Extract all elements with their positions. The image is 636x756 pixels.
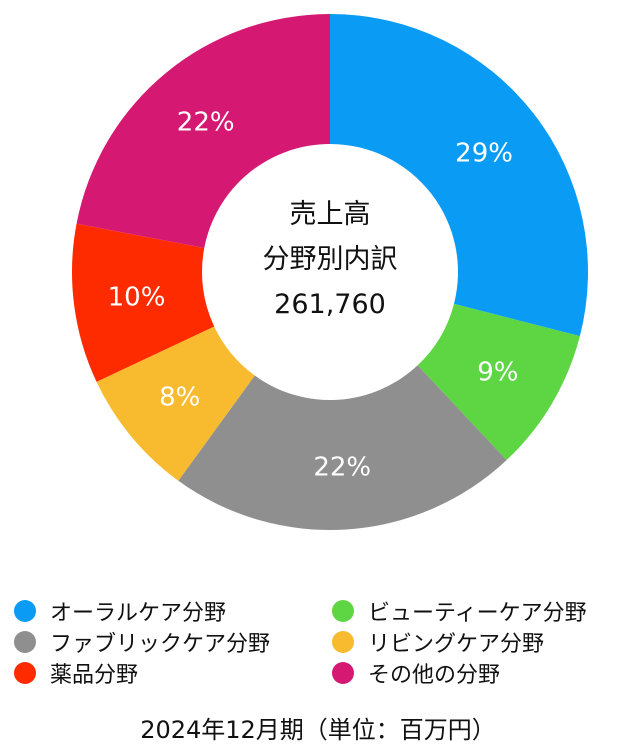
donut-chart: 29% 9% 22% 8% 10% 22% 売上高 分野別内訳 261,760 [72, 14, 588, 530]
slice-5 [76, 14, 331, 249]
slice-label-4: 10% [108, 282, 166, 312]
chart-slices [72, 14, 588, 530]
slice-label-5: 22% [177, 108, 235, 138]
slice-0 [330, 14, 588, 337]
chart-value-labels: 29% 9% 22% 8% 10% 22% [108, 108, 519, 483]
legend-label: ビューティーケア分野 [368, 601, 587, 626]
slice-2 [178, 365, 507, 530]
legend-item-living-care: リビングケア分野 [332, 627, 544, 657]
slice-label-0: 29% [455, 138, 513, 168]
legend-item-pharmaceuticals: 薬品分野 [14, 658, 138, 688]
legend-label: その他の分野 [368, 663, 501, 688]
legend-label: リビングケア分野 [368, 632, 545, 657]
legend-dot [14, 662, 36, 684]
chart-footnote: 2024年12月期（単位：百万円） [140, 716, 496, 744]
legend-label: 薬品分野 [50, 663, 139, 688]
center-line-2: 分野別内訳 [263, 244, 398, 275]
legend-item-others: その他の分野 [332, 658, 500, 688]
legend-label: オーラルケア分野 [50, 601, 227, 626]
legend-dot [14, 631, 36, 653]
slice-label-1: 9% [477, 357, 518, 387]
legend-item-oral-care: オーラルケア分野 [14, 596, 226, 626]
legend-label: ファブリックケア分野 [50, 632, 271, 657]
slice-4 [72, 223, 215, 382]
center-line-3: 261,760 [274, 289, 386, 320]
legend-item-beauty-care: ビューティーケア分野 [332, 596, 587, 626]
legend-dot [332, 631, 354, 653]
slice-1 [417, 303, 580, 461]
legend-item-fabric-care: ファブリックケア分野 [14, 627, 270, 657]
legend-dot [14, 600, 36, 622]
legend-dot [332, 600, 354, 622]
center-line-1: 売上高 [290, 199, 371, 230]
slice-3 [96, 326, 255, 481]
slice-label-2: 22% [313, 453, 371, 483]
slice-label-3: 8% [159, 382, 200, 412]
legend-dot [332, 662, 354, 684]
